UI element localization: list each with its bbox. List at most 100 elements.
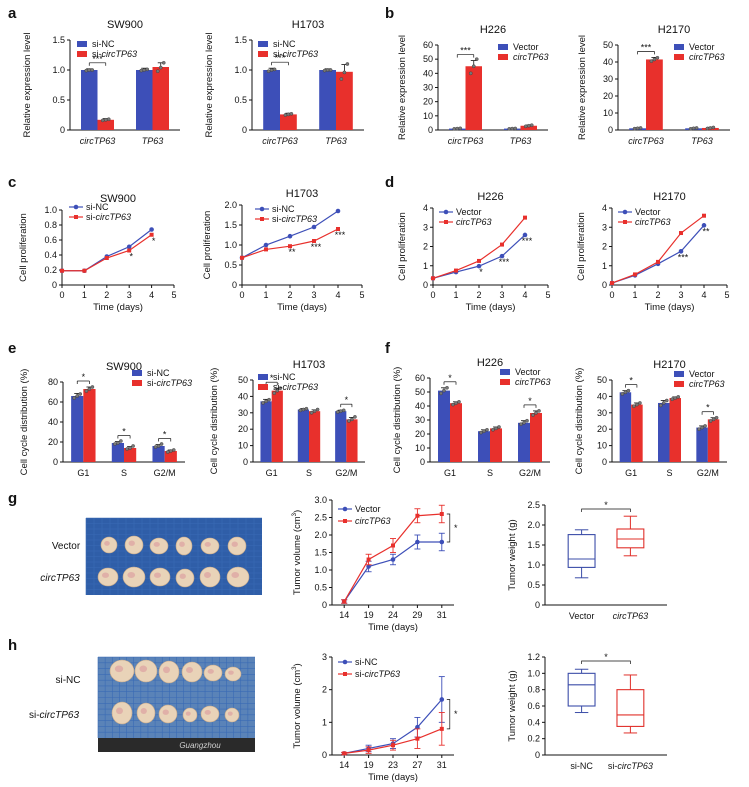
x-tick-label: 0 [239,290,244,300]
bar [707,419,720,462]
bar [518,422,530,462]
bar [619,392,632,462]
sig-mark: *** [460,46,471,56]
chart-a2: 0 0.5 1.0 1.5 Relative expression level circT… [204,19,364,146]
legend-swatch [258,384,268,390]
data-point [513,126,518,131]
x-axis-label: Time (days) [466,302,516,313]
bar [530,413,542,462]
sig-mark: * [604,652,608,662]
y-tick-label: 0 [602,457,607,467]
data-point [471,64,476,69]
x-tick-label: 24 [388,610,398,620]
data-point [633,272,637,277]
sig-bracket [446,513,451,543]
chart-title: H226 [477,357,503,369]
chart-b1: 0 10 20 30 40 50 60 Relative expression level ci… [397,24,549,146]
legend-marker [260,217,264,221]
legend-label: si-circTP63 [273,382,318,392]
data-point [688,127,693,131]
x-tick-label: TP63 [691,136,713,146]
photo-row-label: si-NC [56,675,81,686]
data-point [342,751,347,756]
x-tick-label: 5 [171,290,176,300]
panel-label-h: h [8,637,17,654]
y-tick-label: 0.5 [234,95,247,105]
data-point [439,697,445,702]
legend-label: Vector [689,42,715,52]
legend-marker [74,215,78,219]
y-tick-label: 40 [603,57,613,67]
legend-label: circTP63 [635,217,671,227]
data-point [507,127,512,131]
chart-title: H1703 [293,359,325,371]
x-tick-label: 3 [311,290,316,300]
y-axis-label: Tumor weight (g) [507,519,518,590]
y-tick-label: 50 [415,387,425,397]
bar [335,411,347,462]
tumor-spot [207,669,214,674]
bar [152,446,165,462]
chart-title: H1703 [292,19,324,31]
data-point [287,233,293,239]
data-point [113,442,117,446]
data-point [610,281,614,286]
y-tick-label: 1 [423,261,428,271]
legend-swatch [132,380,142,386]
x-tick-label: 2 [476,290,481,300]
x-tick-label: G1 [77,468,89,478]
tumor-spot [114,665,124,673]
data-point [82,268,87,273]
legend-label: Vector [635,207,661,217]
y-tick-label: 0.2 [44,265,57,275]
data-point [519,422,523,427]
bar [152,67,169,130]
x-tick-label: S [666,468,672,478]
bar [271,390,283,462]
chart-title: SW900 [107,19,143,31]
chart-e1: 0 20 40 60 80 Cell cycle distribution (%) G1 S G… [19,361,192,478]
bar [465,66,482,130]
box [567,672,596,707]
chart-c1: 0 0.2 0.4 0.6 0.8 1.0 Cell proliferation 0 1 2 3 4 5… [18,193,177,313]
y-tick-label: 20 [48,437,58,447]
y-tick-label: 1.5 [224,220,237,230]
data-point [635,402,639,407]
box [616,689,645,727]
sig-bracket [446,699,451,730]
y-tick-label: 2.0 [527,520,540,530]
data-point [240,255,244,260]
legend-label: circTP63 [513,52,549,62]
data-point [272,391,277,395]
tumor-spot [139,665,148,673]
y-axis-label: Cell proliferation [18,213,29,282]
sig-mark: * [163,430,167,440]
y-tick-label: 1.0 [314,565,327,575]
chart-title: H2170 [653,359,685,371]
photo-ruler [98,738,255,752]
y-tick-label: 0 [232,280,237,290]
y-tick-label: 0.8 [527,685,540,695]
data-point [298,408,303,413]
x-tick-label: 5 [359,290,364,300]
data-point [366,557,371,562]
bar [346,419,358,462]
data-point [529,123,534,127]
series-line [611,224,705,284]
x-tick-label: circTP63 [448,136,484,146]
data-point [366,564,371,569]
legend-label: circTP63 [515,377,551,387]
x-axis-label: Time (days) [645,302,695,313]
y-tick-label: 10 [238,441,248,451]
data-point [678,249,684,254]
photo-row-label: circTP63 [40,573,80,584]
x-tick-label: 1 [453,290,458,300]
data-point [638,401,642,405]
legend-marker [623,220,627,224]
y-tick-label: 1.0 [234,65,247,75]
photo-h1: Guangzhou [97,656,255,752]
data-point [119,439,123,443]
y-tick-label: 0 [322,600,327,610]
data-point [455,126,460,131]
